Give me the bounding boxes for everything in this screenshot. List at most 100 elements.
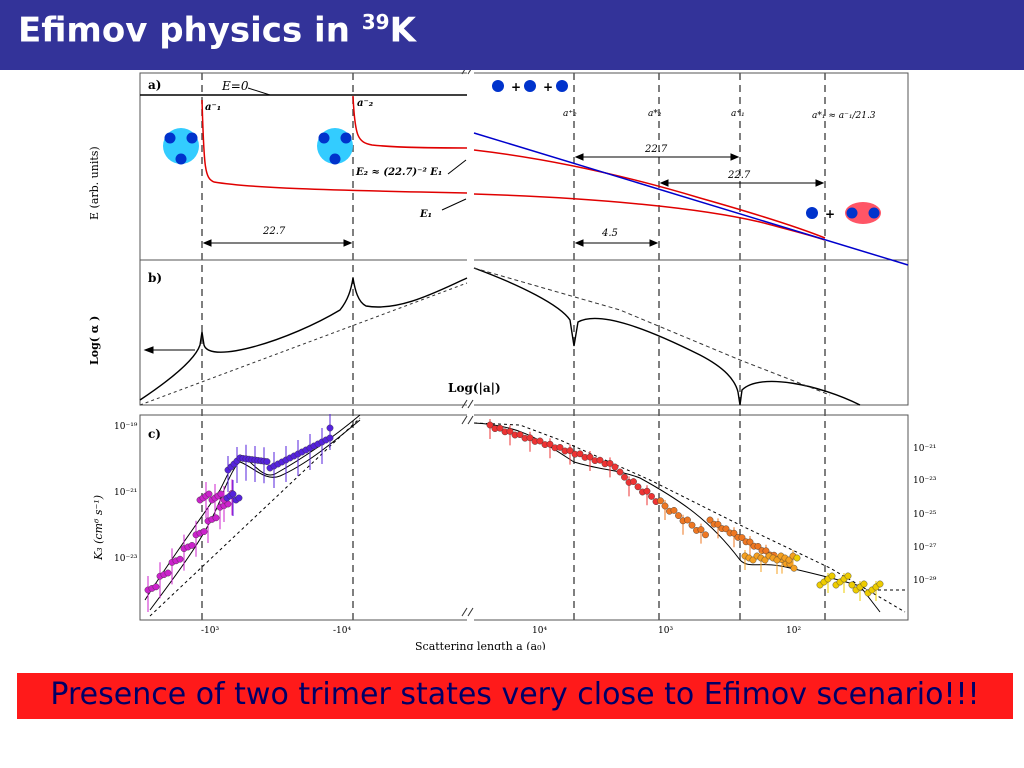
alpha-asymptote-left (139, 282, 468, 406)
title-bar: Efimov physics in 39K (0, 0, 1024, 70)
x-ticks: -10³ -10⁴ 10⁴ 10³ 10² (201, 626, 801, 636)
k3-point-right (486, 421, 494, 429)
k3-data-points (144, 414, 884, 612)
k3-point-left (217, 490, 225, 498)
k3-point-right (643, 487, 651, 495)
k3-point-right (702, 531, 709, 539)
alpha-arrow-left (143, 346, 195, 354)
xtick-right-1: 10⁴ (532, 626, 547, 636)
k3-point-right (657, 497, 664, 505)
ytick-left-2: 10⁻²¹ (114, 488, 137, 498)
spacing-arrow-left (202, 239, 353, 247)
trimer-e2-branch-left (352, 95, 468, 149)
left-y-ticks: 10⁻¹⁹ 10⁻²¹ 10⁻²³ (114, 422, 138, 564)
spacing-arrow-low (574, 239, 659, 247)
a2-minus-label: a⁻₂ (357, 98, 374, 109)
panel-b-xlabel: Log(|a|) (448, 381, 501, 395)
k3-point-right (738, 534, 746, 541)
xtick-left-1: -10³ (201, 626, 219, 636)
k3-point-right (630, 478, 637, 485)
e1-arrow (441, 198, 467, 211)
e1-label: E₁ (419, 209, 432, 220)
k3-point-left (176, 555, 184, 563)
svg-text:+: + (825, 207, 835, 221)
alpha-curve-right (473, 267, 861, 406)
spacing-top-label: 22.7 (644, 144, 668, 155)
k3-point-left (263, 458, 271, 465)
k3-point-right (566, 447, 574, 454)
spacing-arrow-top (574, 153, 740, 161)
a2-plus-label: a⁺₂ (563, 109, 577, 119)
panel-b-label: b) (148, 271, 162, 285)
k3-point-right (697, 526, 705, 533)
ytick-right-1: 10⁻²¹ (913, 444, 936, 454)
k3-point-right (526, 434, 534, 442)
three-atoms-icon: + + (492, 80, 568, 94)
k3-point-right (546, 440, 554, 448)
k3-point-left (212, 514, 220, 522)
k3-point-right (684, 516, 691, 524)
e2-relation-arrow (447, 159, 467, 175)
k3-point-right (496, 424, 504, 432)
k3-point-right (621, 473, 628, 481)
svg-text:+: + (543, 80, 553, 94)
k3-point-right (606, 459, 614, 467)
k3-point-right (616, 468, 624, 476)
svg-text:+: + (511, 80, 521, 94)
slide-title: Efimov physics in 39K (18, 10, 416, 51)
axis-break-marks (461, 70, 474, 617)
k3-point-right (556, 443, 564, 451)
k3-point-left (188, 542, 196, 549)
k3-point-right (860, 580, 868, 588)
efimov-figure: a) E (arb. units) E=0 a⁻₁ a⁻₂ + + + E₂ ≈… (88, 70, 937, 650)
k3-point-left (205, 490, 213, 498)
k3-point-left (326, 424, 334, 432)
a2-star-label: a*₂ (648, 109, 662, 119)
trimer-icon-1 (163, 128, 199, 165)
alpha-asymptote-right (473, 267, 831, 396)
k3-point-left (152, 583, 160, 591)
xtick-right-3: 10² (786, 626, 801, 636)
spacing-low-label: 4.5 (601, 228, 618, 239)
trimer-e1-branch-left (201, 99, 468, 194)
k3-point-right (576, 450, 584, 458)
ytick-left-1: 10⁻¹⁹ (114, 422, 138, 432)
panel-frames (139, 72, 909, 621)
k3-point-right (506, 427, 514, 435)
a1-minus-label: a⁻₁ (205, 102, 221, 113)
k3-asymptote-right (473, 422, 906, 613)
dimer-threshold-line (473, 132, 909, 266)
k3-point-right (828, 572, 836, 580)
k3-point-right (790, 564, 798, 572)
k3-point-right (675, 512, 682, 519)
k3-point-left (229, 490, 237, 498)
k3-point-left (164, 569, 172, 577)
k3-point-right (648, 492, 655, 500)
xtick-right-2: 10³ (658, 626, 673, 636)
panel-a-frame (139, 72, 909, 261)
ytick-right-5: 10⁻²⁹ (913, 576, 937, 586)
e-zero-label: E=0 (221, 79, 249, 93)
atom-dimer-icon: + (806, 202, 881, 224)
k3-point-right (706, 516, 714, 524)
e2-relation-label: E₂ ≈ (22.7)⁻² E₁ (355, 167, 442, 178)
k3-point-right (634, 483, 642, 491)
k3-point-right (754, 543, 762, 550)
a1-star-relation-label: a*₁ ≈ a⁻₁/21.3 (812, 111, 876, 121)
k3-point-right (762, 547, 770, 555)
conclusion-text: Presence of two trimer states very close… (50, 677, 980, 712)
trimer-e1-branch-right (473, 193, 826, 241)
trimer-e2-branch-right (473, 149, 826, 239)
ytick-left-3: 10⁻²³ (114, 554, 138, 564)
k3-point-left (200, 528, 208, 535)
panel-c-xlabel: Scattering length a (a₀) (415, 640, 546, 650)
ytick-right-2: 10⁻²³ (913, 476, 937, 486)
k3-point-right (536, 437, 544, 445)
k3-point-right (876, 580, 884, 588)
k3-point-right (661, 502, 669, 510)
k3-point-right (844, 572, 852, 580)
k3-point-right (848, 581, 856, 589)
panel-a-label: a) (148, 78, 161, 92)
k3-point-right (688, 521, 696, 529)
right-y-ticks: 10⁻²¹ 10⁻²³ 10⁻²⁵ 10⁻²⁷ 10⁻²⁹ (913, 444, 937, 586)
